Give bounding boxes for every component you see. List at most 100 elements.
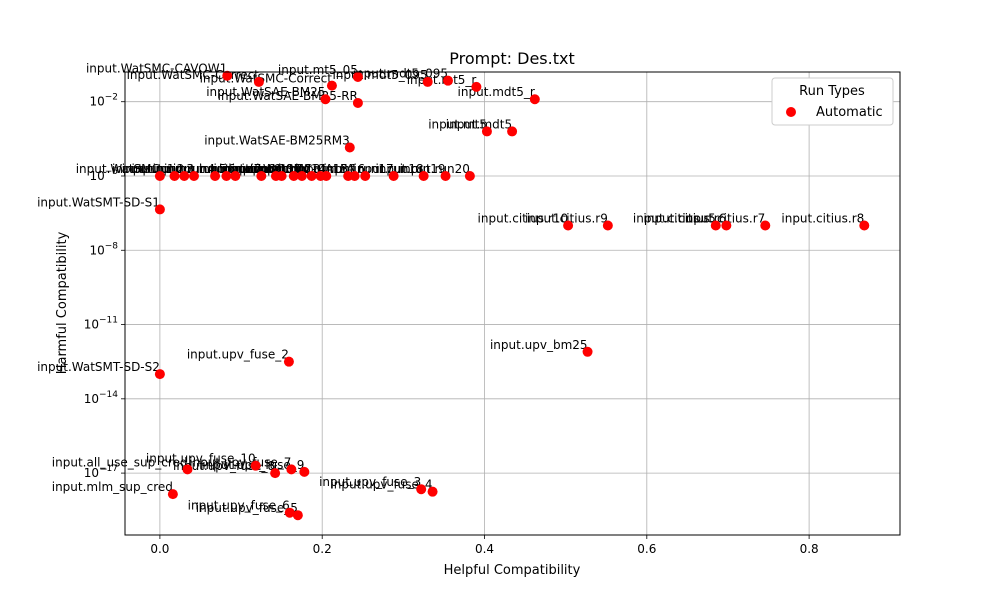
data-point [188, 170, 199, 181]
y-tick-base: 10 [84, 318, 99, 332]
data-label: input.WatSMT-SD-S1 [37, 195, 160, 209]
y-tick-base: 10 [89, 95, 104, 109]
data-point [169, 170, 180, 181]
data-label: input.upv_fuse_6 [188, 499, 290, 513]
data-label: input.upv_fuse_5 [196, 501, 298, 515]
x-tick-label: 0.8 [800, 542, 819, 556]
data-label: input.WatSAE-BM25RM3 [204, 134, 350, 148]
data-label: input.citius.r6 [643, 212, 726, 226]
y-tick-base: 10 [84, 466, 99, 480]
data-label: input.run17 [324, 162, 394, 176]
data-point [349, 170, 360, 181]
data-label: input.run18 [354, 162, 424, 176]
data-point [292, 510, 303, 521]
data-point [167, 489, 178, 500]
data-point [529, 94, 540, 105]
data-label: input.mdt5_r [458, 85, 535, 99]
data-label: input.run3 [132, 162, 194, 176]
data-point [602, 220, 613, 231]
data-point [464, 170, 475, 181]
y-tick-base: 10 [89, 243, 104, 257]
data-point [320, 94, 331, 105]
data-point [582, 346, 593, 357]
data-point [859, 220, 870, 231]
x-axis: 0.0 0.2 0.4 0.6 0.8 [150, 535, 819, 556]
data-point [760, 220, 771, 231]
data-point [230, 170, 241, 181]
data-label: input.citius.r8 [781, 212, 864, 226]
y-tick-exponent: −14 [99, 390, 118, 400]
data-label: input.upv_fuse_4 [330, 478, 432, 492]
data-point [710, 220, 721, 231]
y-tick-base: 10 [84, 392, 99, 406]
data-point [507, 126, 518, 137]
data-label: input.upv_fuse_10 [146, 452, 256, 466]
data-label: input.mlm_sup_cred [52, 480, 173, 494]
data-point [721, 220, 732, 231]
legend: Run Types Automatic [771, 77, 894, 126]
y-tick-label: 10−2 [89, 93, 118, 109]
data-point [442, 75, 453, 86]
y-tick-base: 10 [89, 169, 104, 183]
data-point [360, 170, 371, 181]
data-point [222, 70, 233, 81]
data-point [270, 468, 281, 479]
data-point [471, 81, 482, 92]
data-point [344, 142, 355, 153]
data-label: input.WatSMT-SD-S2 [37, 360, 160, 374]
data-point [352, 97, 363, 108]
data-label: input.upv_fuse_3 [319, 475, 421, 489]
data-point [306, 170, 317, 181]
data-point [296, 170, 307, 181]
data-point [388, 170, 399, 181]
data-point [221, 170, 232, 181]
data-label: input.upv_fuse_2 [187, 348, 289, 362]
data-label: input.run4 [153, 162, 215, 176]
data-point [418, 170, 429, 181]
x-tick-label: 0.4 [475, 542, 494, 556]
x-axis-label: Helpful Compatibility [444, 563, 581, 578]
y-axis-label: Harmful Compatibility [55, 231, 70, 374]
x-tick-label: 0.2 [313, 542, 332, 556]
x-tick-label: 0.6 [637, 542, 656, 556]
data-point [154, 204, 165, 215]
data-label: input.WatSAE-BM25-RR [218, 89, 358, 103]
data-point [276, 170, 287, 181]
data-label: input.upv_bm25 [490, 338, 588, 352]
data-point [253, 76, 264, 87]
data-point [154, 369, 165, 380]
data-label: input.WatSMC-Correct [200, 72, 333, 86]
data-point [179, 170, 190, 181]
data-label: input.mdt5_095 [353, 67, 448, 81]
data-label: input.upv_fuse_8 [173, 459, 275, 473]
data-label: input.citius.r9 [525, 212, 608, 226]
data-point [286, 464, 297, 475]
data-point [427, 486, 438, 497]
data-label: input.all_use_sup_cred [52, 455, 188, 469]
data-point [326, 80, 337, 91]
data-point [250, 460, 261, 471]
data-point [210, 170, 221, 181]
data-point [284, 507, 295, 518]
y-tick-label: 10−8 [89, 241, 118, 257]
data-label: input.run20 [400, 162, 470, 176]
y-tick-exponent: −11 [99, 316, 118, 326]
legend-marker [786, 107, 796, 117]
y-tick-exponent: −5 [105, 167, 118, 177]
data-label: input.mt5 [428, 117, 487, 131]
data-label: input.citius.r7 [682, 212, 765, 226]
y-tick-exponent: −8 [105, 241, 119, 251]
data-label: input.mdt5 [446, 117, 512, 131]
data-point [283, 356, 294, 367]
data-label: input.mt5_05 [278, 63, 358, 77]
data-point [154, 170, 165, 181]
data-point [481, 126, 492, 137]
data-point [288, 170, 299, 181]
data-point [352, 71, 363, 82]
data-point [440, 170, 451, 181]
y-tick-exponent: −2 [105, 93, 118, 103]
y-tick-label: 10−5 [89, 167, 118, 183]
y-tick-label: 10−11 [84, 316, 118, 332]
data-point [299, 466, 310, 477]
